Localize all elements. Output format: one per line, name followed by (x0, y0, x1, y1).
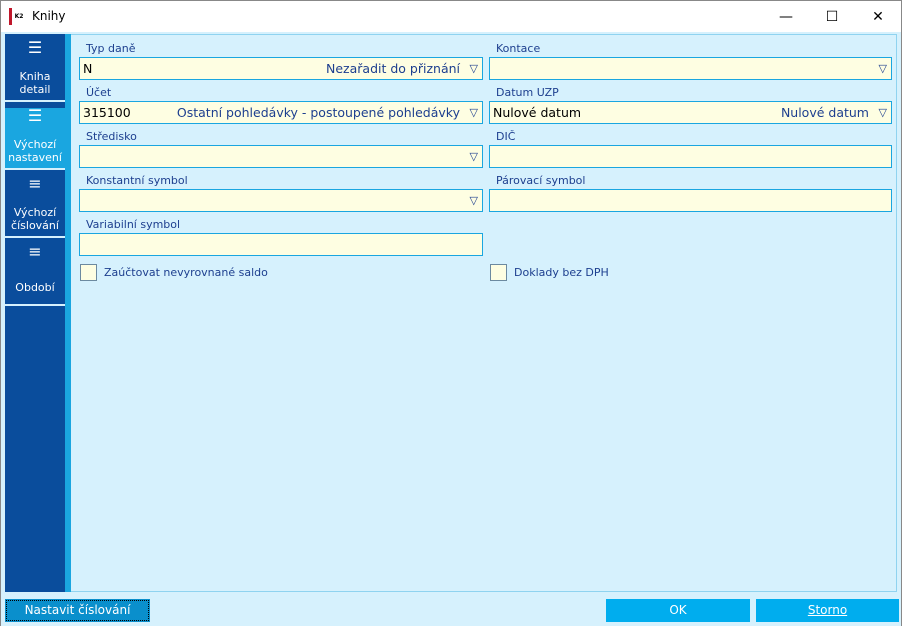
sidebar-item-vychozi-cislovani[interactable]: ≡ Výchozí číslování (5, 176, 65, 238)
kontace-label: Kontace (496, 42, 541, 55)
form-panel (71, 34, 897, 592)
konstantni-symbol-field[interactable]: ▽ (79, 189, 483, 212)
storno-button[interactable]: Storno (756, 599, 899, 622)
close-button[interactable]: ✕ (872, 8, 884, 25)
menu-lines-icon: ≡ (28, 174, 42, 193)
sidebar-item-label: číslování (11, 219, 59, 232)
sidebar-item-vychozi-nastaveni[interactable]: ☰ Výchozí nastavení (5, 108, 65, 170)
dic-field[interactable] (489, 145, 892, 168)
nastavit-cislovani-button[interactable]: Nastavit číslování (5, 599, 150, 622)
stredisko-field[interactable]: ▽ (79, 145, 483, 168)
minimize-button[interactable]: — (779, 8, 793, 25)
sidebar-item-label: Výchozí (13, 206, 57, 219)
sidebar-item-kniha-detail[interactable]: ☰ Kniha detail (5, 40, 65, 102)
konstantni-symbol-label: Konstantní symbol (86, 174, 188, 187)
dic-label: DIČ (496, 130, 516, 143)
menu-lines-icon: ≡ (28, 242, 42, 261)
typ-dane-field[interactable]: N Nezařadit do přiznání ▽ (79, 57, 483, 80)
sidebar-accent-strip (65, 34, 71, 592)
dropdown-icon[interactable]: ▽ (878, 106, 887, 119)
window-title: Knihy (32, 9, 66, 23)
typ-dane-description: Nezařadit do přiznání (326, 61, 460, 76)
list-icon: ☰ (27, 106, 43, 125)
doklady-bez-dph-checkbox[interactable] (490, 264, 507, 281)
title-bar: K2 Knihy — ☐ ✕ (1, 1, 901, 32)
ucet-value: 315100 (83, 105, 131, 120)
dropdown-icon[interactable]: ▽ (469, 106, 478, 119)
datum-uzp-label: Datum UZP (496, 86, 559, 99)
list-icon: ☰ (27, 38, 43, 57)
datum-uzp-value: Nulové datum (493, 105, 582, 120)
datum-uzp-description: Nulové datum (780, 105, 869, 120)
ok-button[interactable]: OK (606, 599, 750, 622)
dropdown-icon[interactable]: ▽ (878, 62, 887, 75)
sidebar-item-label: Období (15, 281, 55, 294)
maximize-button[interactable]: ☐ (825, 8, 839, 25)
app-logo-icon: K2 (9, 8, 26, 25)
sidebar-item-label: nastavení (8, 151, 62, 164)
datum-uzp-field[interactable]: Nulové datum Nulové datum ▽ (489, 101, 892, 124)
sidebar-item-label: Kniha (19, 70, 51, 83)
dropdown-icon[interactable]: ▽ (469, 194, 478, 207)
sidebar-item-obdobi[interactable]: ≡ Období (5, 244, 65, 306)
sidebar-item-label: detail (19, 83, 51, 96)
sidebar-item-label: Výchozí (13, 138, 57, 151)
ucet-field[interactable]: 315100 Ostatní pohledávky - postoupené po… (79, 101, 483, 124)
doklady-bez-dph-label: Doklady bez DPH (514, 266, 609, 279)
parovaci-symbol-label: Párovací symbol (496, 174, 586, 187)
sidebar: ☰ Kniha detail ☰ Výchozí nastavení ≡ Výchozí č… (5, 34, 65, 592)
typ-dane-label: Typ daně (86, 42, 136, 55)
stredisko-label: Středisko (86, 130, 137, 143)
kontace-field[interactable]: ▽ (489, 57, 892, 80)
dropdown-icon[interactable]: ▽ (469, 62, 478, 75)
variabilni-symbol-field[interactable] (79, 233, 483, 256)
zauctovat-label: Zaúčtovat nevyrovnané saldo (104, 266, 268, 279)
dropdown-icon[interactable]: ▽ (469, 150, 478, 163)
typ-dane-value: N (83, 61, 93, 76)
ucet-description: Ostatní pohledávky - postoupené pohledáv… (176, 105, 460, 120)
ucet-label: Účet (86, 86, 112, 99)
zauctovat-checkbox[interactable] (80, 264, 97, 281)
parovaci-symbol-field[interactable] (489, 189, 892, 212)
dialog-body: ☰ Kniha detail ☰ Výchozí nastavení ≡ Výchozí č… (1, 32, 901, 626)
variabilni-symbol-label: Variabilní symbol (86, 218, 181, 231)
